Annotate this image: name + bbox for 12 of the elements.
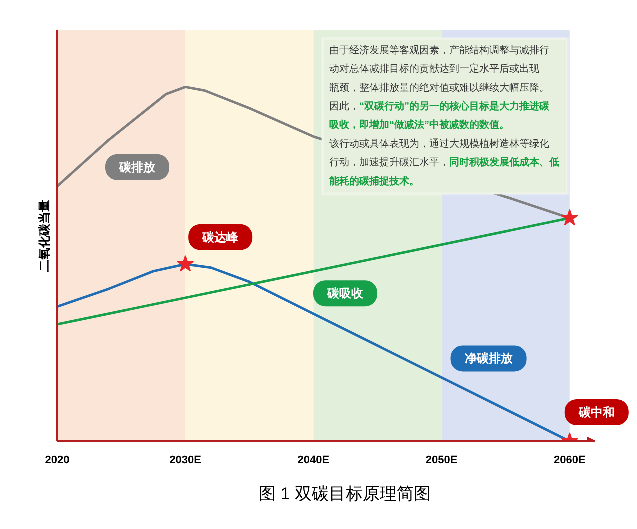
x-tick-label: 2050E xyxy=(426,454,458,466)
series-label: 碳吸收 xyxy=(326,286,364,301)
y-axis-title: 二氧化碳当量 xyxy=(38,200,52,272)
annotation: 碳中和 xyxy=(578,406,615,420)
annotation: 碳达峰 xyxy=(202,230,240,244)
series-label: 净碳排放 xyxy=(464,352,514,366)
x-tick-label: 2030E xyxy=(170,454,202,466)
x-tick-label: 2020 xyxy=(45,454,70,466)
x-tick-label: 2040E xyxy=(298,454,330,466)
text: 图 1 双碳目标原理简图 xyxy=(259,484,431,504)
x-tick-label: 2060E xyxy=(554,454,586,466)
series-label: 碳排放 xyxy=(118,160,156,174)
